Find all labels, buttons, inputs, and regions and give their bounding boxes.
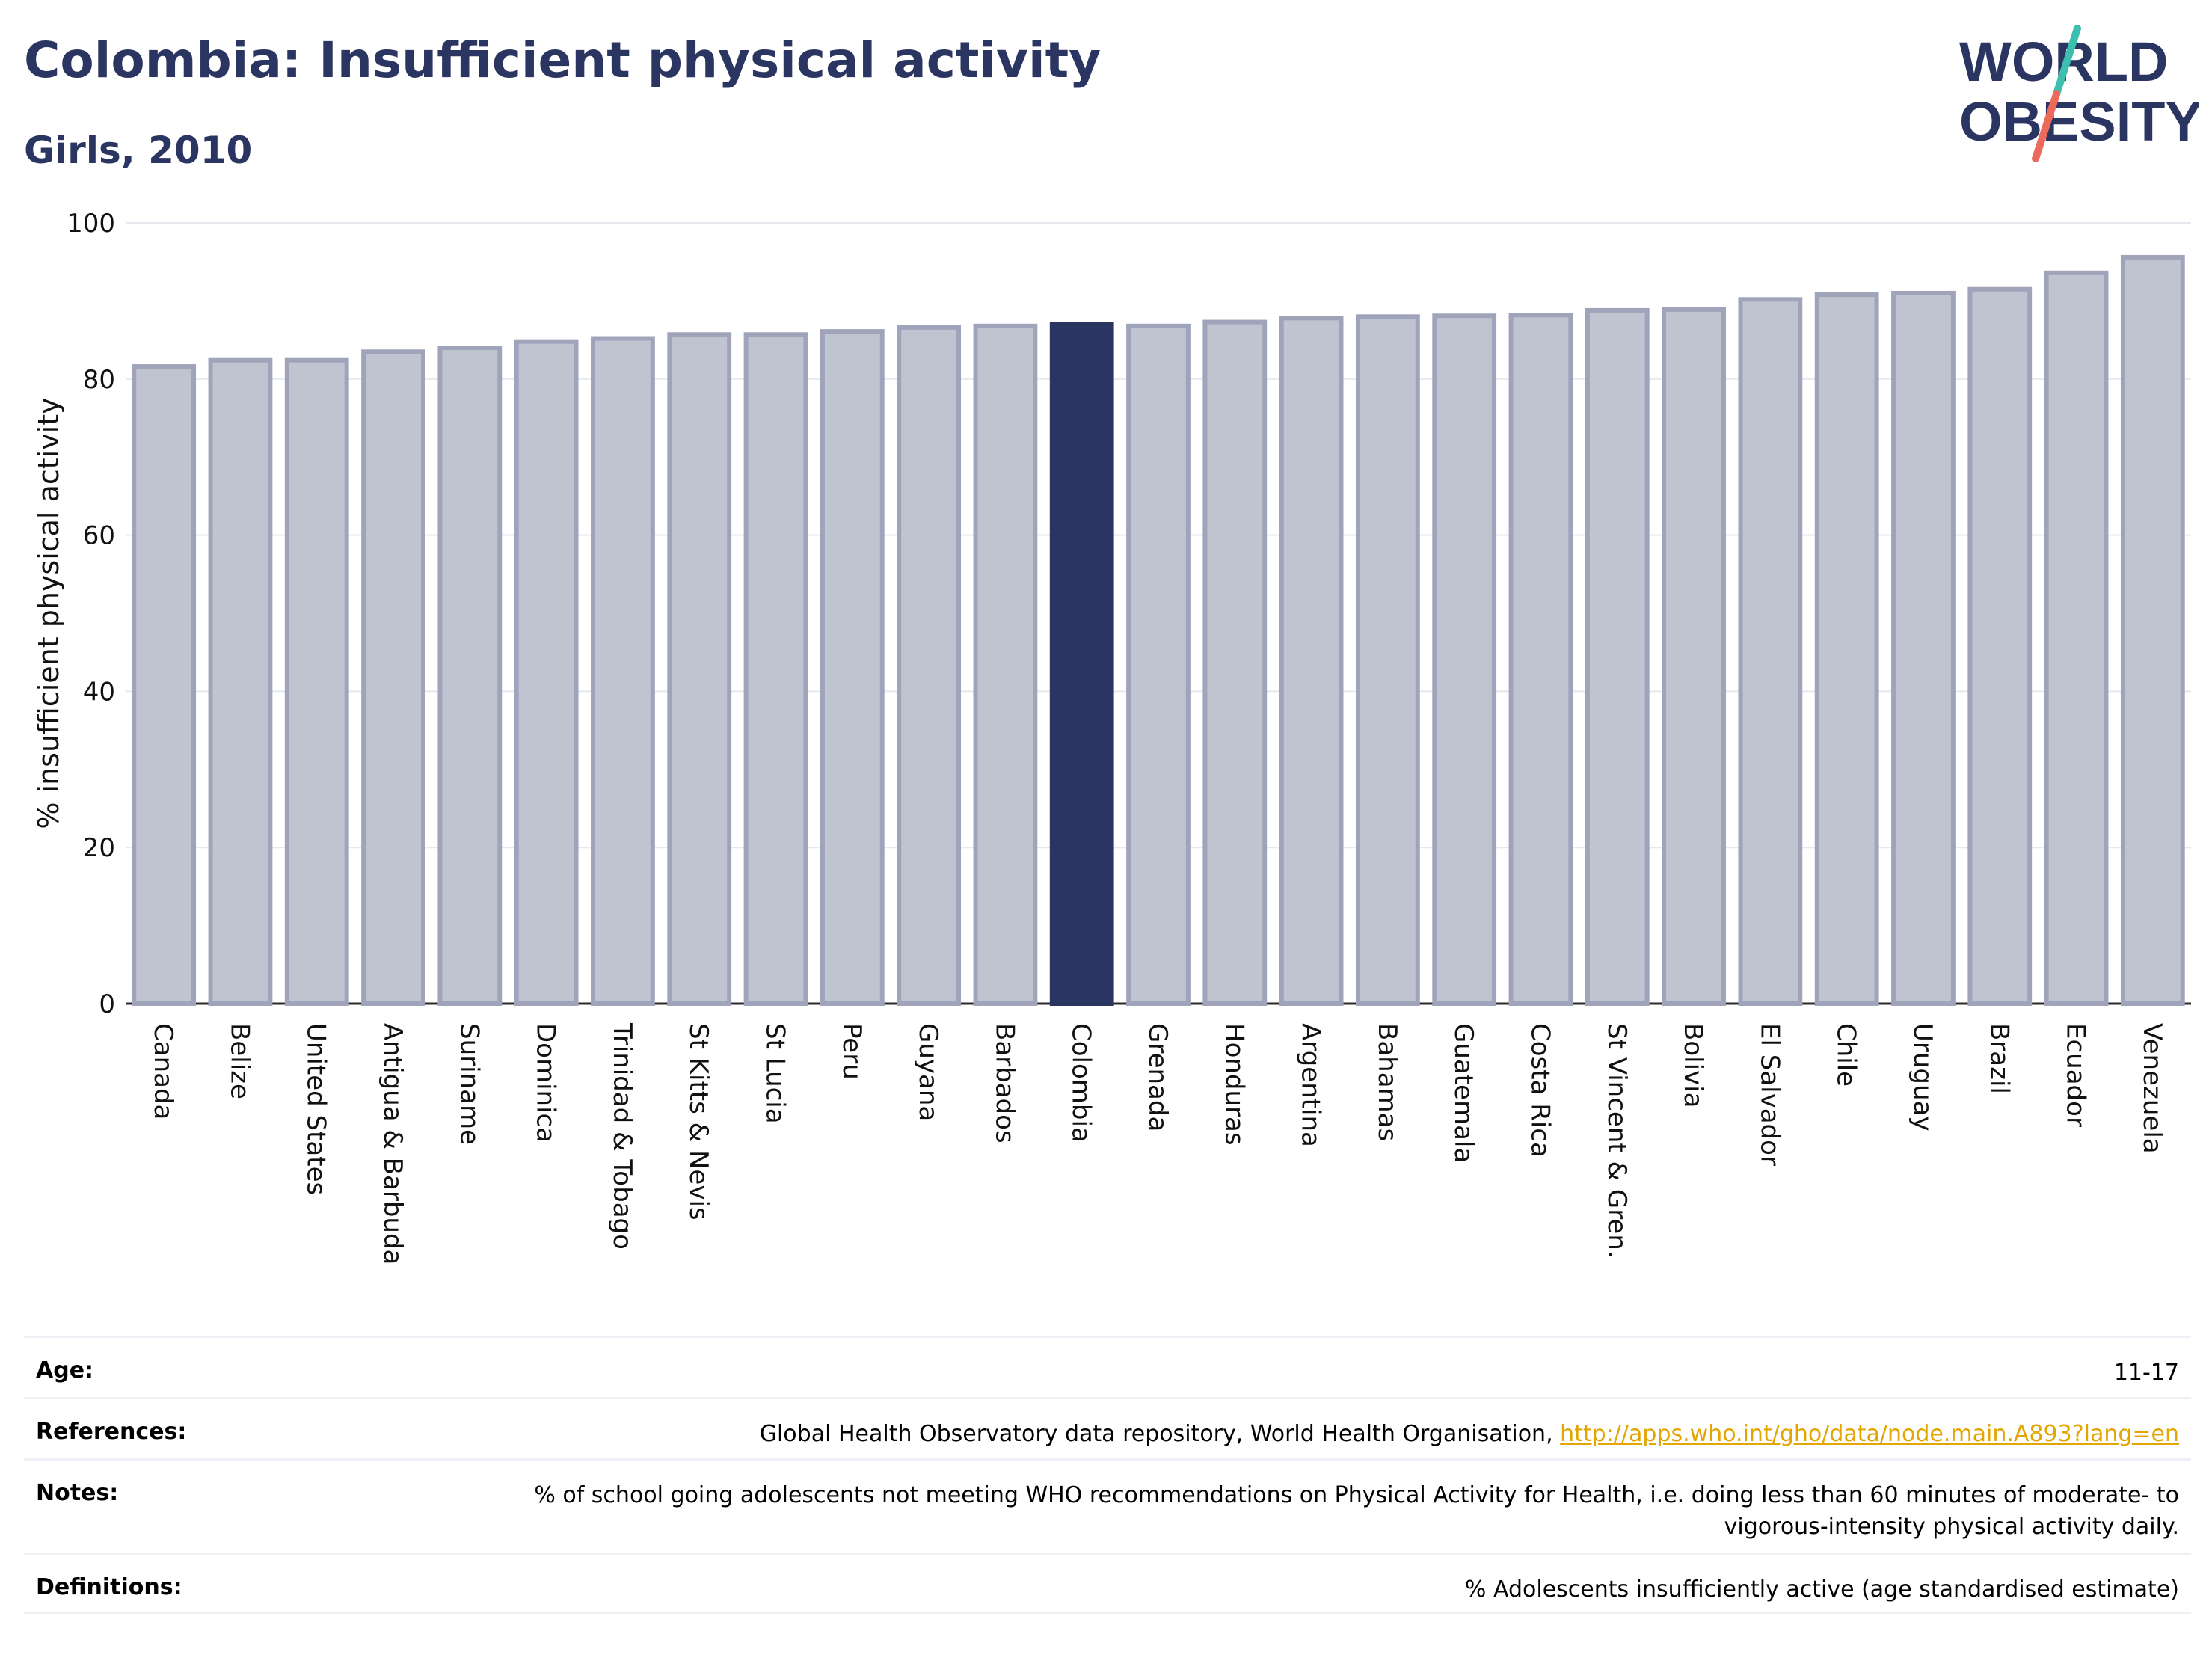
bar-bolivia xyxy=(1662,307,1726,1007)
x-tick-label: St Kitts & Nevis xyxy=(683,1023,713,1220)
y-tick-label: 40 xyxy=(83,677,115,707)
bar-bahamas xyxy=(1355,314,1420,1006)
bar-united-states xyxy=(284,357,349,1006)
y-tick-label: 100 xyxy=(67,209,115,239)
bar-barbados xyxy=(973,323,1038,1007)
info-row-notes: Notes: % of school going adolescents not… xyxy=(24,1458,2191,1553)
x-tick-label: Argentina xyxy=(1296,1023,1326,1147)
x-tick-label: Venezuela xyxy=(2137,1023,2167,1154)
x-tick-label: United States xyxy=(301,1023,331,1195)
x-tick-label: Canada xyxy=(148,1023,178,1120)
bar-colombia xyxy=(1049,322,1114,1007)
bar-ecuador xyxy=(2044,270,2109,1007)
bar-st-kitts-nevis xyxy=(667,332,732,1006)
bar-honduras xyxy=(1202,319,1268,1006)
bar-chile xyxy=(1814,292,1879,1007)
info-row-definitions: Definitions: % Adolescents insufficientl… xyxy=(24,1553,2191,1614)
info-label-age: Age: xyxy=(36,1357,94,1384)
x-tick-label: Barbados xyxy=(989,1023,1019,1143)
x-tick-label: Bolivia xyxy=(1678,1023,1708,1108)
x-tick-label: Guyana xyxy=(913,1023,943,1121)
info-value-definitions: % Adolescents insufficiently active (age… xyxy=(1464,1576,2179,1603)
x-tick-label: Honduras xyxy=(1219,1023,1249,1146)
y-axis-ticks: 0 20 40 60 80 100 xyxy=(67,209,115,1019)
bar-uruguay xyxy=(1891,290,1956,1006)
info-row-references: References: Global Health Observatory da… xyxy=(24,1397,2191,1458)
x-tick-label: St Vincent & Gren. xyxy=(1602,1023,1632,1259)
chart-subtitle: Girls, 2010 xyxy=(24,129,253,172)
logo-word-obesity: OBESITY xyxy=(1959,90,2199,153)
x-tick-label: Dominica xyxy=(531,1023,561,1143)
bar-guatemala xyxy=(1432,313,1497,1006)
world-obesity-logo: WORLD OBESITY xyxy=(1959,25,2199,162)
references-text: Global Health Observatory data repositor… xyxy=(759,1421,1561,1447)
x-tick-label: Suriname xyxy=(454,1023,484,1145)
bar-brazil xyxy=(1967,286,2033,1006)
y-tick-label: 20 xyxy=(83,833,115,863)
info-label-definitions: Definitions: xyxy=(36,1574,182,1600)
info-table: Age: 11-17 References: Global Health Obs… xyxy=(24,1336,2191,1614)
x-tick-label: St Lucia xyxy=(761,1023,790,1124)
bar-peru xyxy=(820,329,885,1006)
x-tick-label: Costa Rica xyxy=(1525,1023,1555,1158)
bar-belize xyxy=(208,357,273,1006)
info-value-references: Global Health Observatory data repositor… xyxy=(760,1419,2179,1450)
chart-title: Colombia: Insufficient physical activity xyxy=(24,31,1102,89)
y-tick-label: 0 xyxy=(99,989,115,1019)
x-tick-label: Guatemala xyxy=(1448,1023,1478,1163)
info-value-notes: % of school going adolescents not meetin… xyxy=(534,1482,2179,1540)
x-tick-label: Antigua & Barbuda xyxy=(378,1023,408,1265)
references-link[interactable]: http://apps.who.int/gho/data/node.main.A… xyxy=(1560,1421,2179,1447)
bar-st-vincent-gren- xyxy=(1585,307,1650,1007)
info-row-age: Age: 11-17 xyxy=(24,1336,2191,1397)
bar-venezuela xyxy=(2120,254,2185,1007)
bar-guyana xyxy=(897,325,962,1006)
bar-grenada xyxy=(1126,323,1191,1007)
x-tick-label: Brazil xyxy=(1984,1023,2014,1094)
x-tick-label: Chile xyxy=(1831,1023,1861,1087)
y-tick-label: 60 xyxy=(83,521,115,551)
bar-dominica xyxy=(514,339,579,1006)
x-tick-label: Ecuador xyxy=(2061,1023,2091,1127)
x-tick-label: Belize xyxy=(224,1023,254,1099)
x-tick-label: Peru xyxy=(837,1023,867,1080)
info-value-age: 11-17 xyxy=(2113,1360,2179,1386)
bar-antigua-barbuda xyxy=(361,349,425,1006)
x-tick-label: Grenada xyxy=(1143,1023,1173,1132)
y-axis-label: % insufficient physical activity xyxy=(32,397,65,829)
info-label-notes: Notes: xyxy=(36,1480,119,1506)
bars xyxy=(132,254,2185,1007)
bar-costa-rica xyxy=(1508,313,1573,1006)
bar-el-salvador xyxy=(1738,297,1803,1006)
y-tick-label: 80 xyxy=(83,365,115,395)
bar-chart: 0 20 40 60 80 100 Canada Belize United States An… xyxy=(32,209,2191,1265)
x-tick-label: Bahamas xyxy=(1372,1023,1402,1141)
x-tick-label: Uruguay xyxy=(1908,1023,1938,1132)
bar-suriname xyxy=(437,346,503,1007)
x-tick-label: Colombia xyxy=(1066,1023,1096,1143)
bar-argentina xyxy=(1279,316,1344,1007)
bar-canada xyxy=(132,364,197,1006)
info-label-references: References: xyxy=(36,1419,187,1445)
x-axis-ticks: Canada Belize United States Antigua & Barbu… xyxy=(148,1022,2167,1265)
x-tick-label: El Salvador xyxy=(1754,1023,1784,1166)
x-tick-label: Trinidad & Tobago xyxy=(607,1022,637,1250)
bar-st-lucia xyxy=(743,332,808,1006)
bar-trinidad-tobago xyxy=(591,336,655,1006)
